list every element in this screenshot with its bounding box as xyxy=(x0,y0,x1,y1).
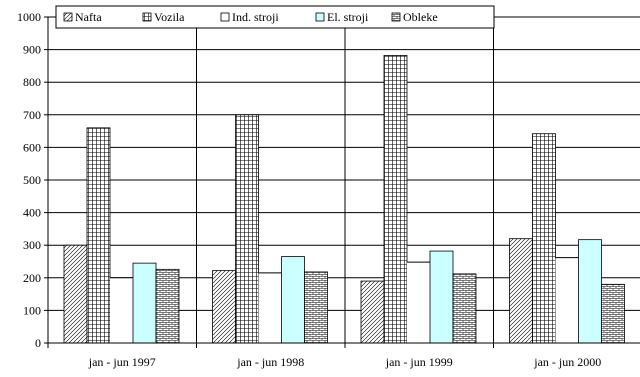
bar-obleke-1 xyxy=(304,271,328,344)
bar-el-stroji-1 xyxy=(281,256,305,344)
bar-el-stroji-2 xyxy=(429,250,454,344)
bar-nafta-3 xyxy=(509,238,533,344)
bars-layer xyxy=(63,55,625,344)
bar-el-stroji-0 xyxy=(132,262,157,344)
bar-obleke-2 xyxy=(452,273,477,344)
legend-swatch xyxy=(63,12,73,22)
x-category-label: jan - jun 2000 xyxy=(533,355,601,369)
y-tick-label: 900 xyxy=(23,43,41,57)
legend-label: Vozila xyxy=(154,10,185,24)
y-tick-label: 1000 xyxy=(17,10,41,24)
y-tick-label: 500 xyxy=(23,173,41,187)
x-category-label: jan - jun 1997 xyxy=(88,355,156,369)
legend-label: Obleke xyxy=(403,10,438,24)
bar-nafta-1 xyxy=(212,270,236,344)
y-tick-label: 0 xyxy=(35,336,41,350)
y-tick-label: 400 xyxy=(23,206,41,220)
bar-vozila-2 xyxy=(383,55,408,344)
y-tick-label: 800 xyxy=(23,75,41,89)
bar-ind-stroji-3 xyxy=(555,257,579,343)
bar-nafta-2 xyxy=(360,280,385,344)
legend-box xyxy=(55,5,495,29)
bar-ind-stroji-0 xyxy=(110,277,133,343)
x-category-label: jan - jun 1999 xyxy=(385,355,453,369)
bar-ind-stroji-2 xyxy=(407,262,430,343)
bar-el-stroji-3 xyxy=(578,239,602,344)
bar-vozila-3 xyxy=(532,133,556,344)
x-category-label: jan - jun 1998 xyxy=(236,355,304,369)
y-tick-label: 700 xyxy=(23,108,41,122)
y-tick-label: 100 xyxy=(23,303,41,317)
legend-swatch xyxy=(142,12,152,22)
legend-label: El. stroji xyxy=(327,10,369,24)
bar-obleke-3 xyxy=(601,283,625,344)
bar-obleke-0 xyxy=(155,268,180,344)
bar-nafta-0 xyxy=(63,244,88,344)
bar-ind-stroji-1 xyxy=(258,272,282,343)
y-tick-label: 300 xyxy=(23,238,41,252)
legend: Nafta Vozila Ind. stroji El. stroji Obleke xyxy=(55,5,495,29)
legend-label: Ind. stroji xyxy=(232,10,279,24)
legend-swatch xyxy=(315,12,325,22)
axis-layer: 0 100 200 300 400 500 600 700 800 900 1000 jan - ju… xyxy=(17,10,640,369)
y-tick-label: 600 xyxy=(23,140,41,154)
bar-vozila-1 xyxy=(235,114,259,344)
legend-swatch xyxy=(391,12,401,22)
legend-label: Nafta xyxy=(75,10,102,24)
legend-swatch xyxy=(220,12,230,22)
bar-vozila-0 xyxy=(86,127,111,344)
y-tick-label: 200 xyxy=(23,271,41,285)
